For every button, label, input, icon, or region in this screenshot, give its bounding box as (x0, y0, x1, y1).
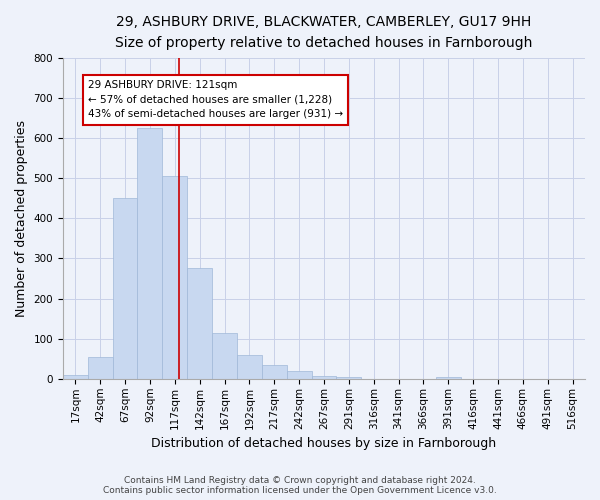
Bar (436, 377, 461, 379)
Y-axis label: Number of detached properties: Number of detached properties (15, 120, 28, 317)
Title: 29, ASHBURY DRIVE, BLACKWATER, CAMBERLEY, GU17 9HH
Size of property relative to : 29, ASHBURY DRIVE, BLACKWATER, CAMBERLEY… (115, 15, 533, 50)
X-axis label: Distribution of detached houses by size in Farnborough: Distribution of detached houses by size … (151, 437, 497, 450)
Text: Contains HM Land Registry data © Crown copyright and database right 2024.
Contai: Contains HM Land Registry data © Crown c… (103, 476, 497, 495)
Bar (137, 128, 163, 379)
Bar (88, 357, 113, 379)
Bar (187, 268, 212, 379)
Bar (63, 375, 88, 379)
Bar (311, 376, 337, 379)
Bar (337, 377, 361, 379)
Bar (287, 371, 311, 379)
Bar (212, 332, 237, 379)
Bar (113, 198, 137, 379)
Text: 29 ASHBURY DRIVE: 121sqm
← 57% of detached houses are smaller (1,228)
43% of sem: 29 ASHBURY DRIVE: 121sqm ← 57% of detach… (88, 80, 343, 120)
Bar (262, 365, 287, 379)
Bar (237, 355, 262, 379)
Bar (163, 176, 187, 379)
